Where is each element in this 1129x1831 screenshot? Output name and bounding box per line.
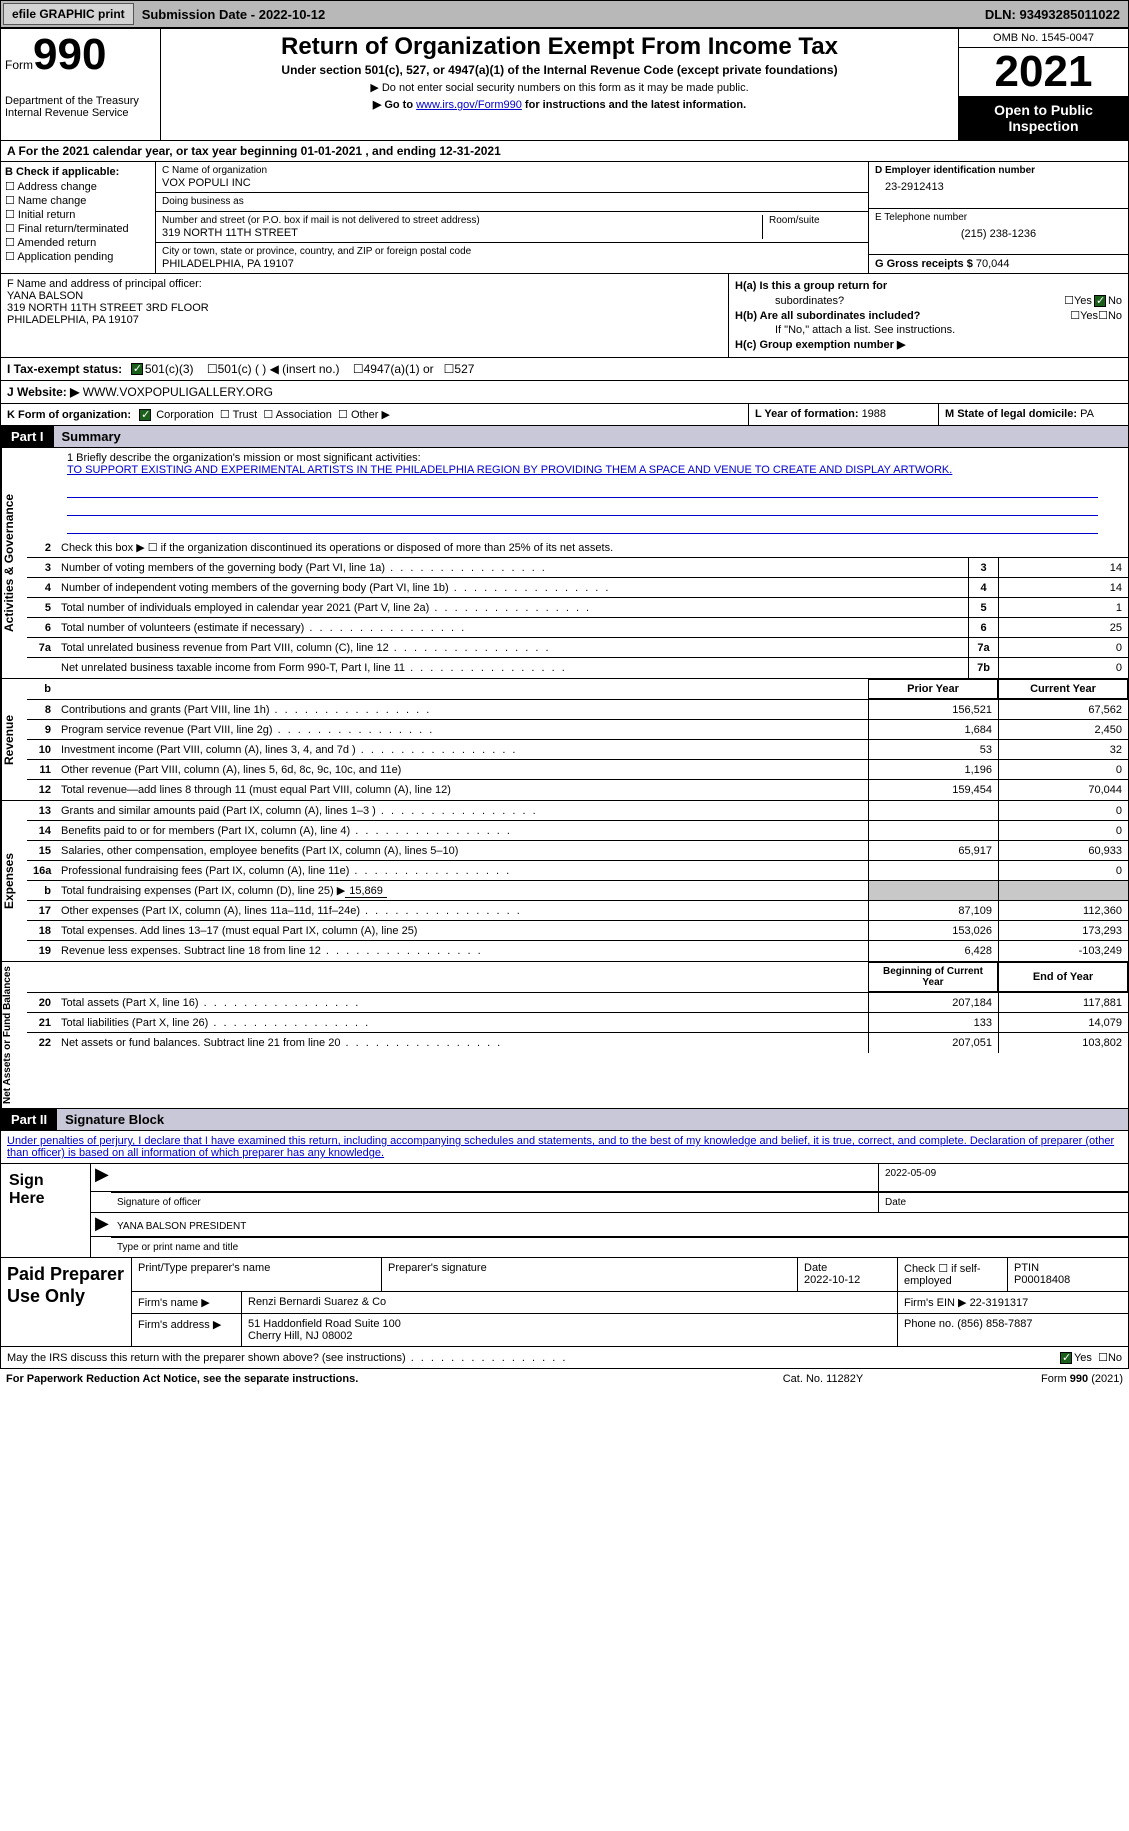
mission-label: 1 Briefly describe the organization's mi… (67, 452, 1120, 464)
chk-501c3[interactable] (131, 363, 143, 375)
vtab-expenses: Expenses (1, 801, 27, 961)
form-title: Return of Organization Exempt From Incom… (165, 33, 954, 61)
form-header: Form990 Department of the Treasury Inter… (0, 28, 1129, 141)
gross-receipts-cell: G Gross receipts $ 70,044 (869, 255, 1128, 273)
dept-treasury: Department of the Treasury (5, 95, 156, 107)
ha-no-checked[interactable] (1094, 295, 1106, 307)
officer-name: YANA BALSON (7, 290, 722, 302)
ein-cell: D Employer identification number23-29124… (869, 162, 1128, 209)
irs-label: Internal Revenue Service (5, 107, 156, 119)
form-label: Form (5, 58, 33, 72)
hb-yes[interactable]: ☐Yes (1070, 309, 1098, 322)
ha-yes[interactable]: ☐Yes (1064, 294, 1092, 307)
officer-addr1: 319 NORTH 11TH STREET 3RD FLOOR (7, 302, 722, 314)
discuss-yes[interactable] (1060, 1352, 1072, 1364)
top-toolbar: efile GRAPHIC print Submission Date - 20… (0, 0, 1129, 28)
line-k-l-m: K Form of organization: Corporation ☐ Tr… (0, 404, 1129, 426)
dba-cell: Doing business as (156, 193, 868, 212)
officer-addr2: PHILADELPHIA, PA 19107 (7, 314, 722, 326)
part-ii-header: Part IISignature Block (0, 1109, 1129, 1131)
line-j-website: J Website: ▶ WWW.VOXPOPULIGALLERY.ORG (0, 381, 1129, 404)
chk-name-change[interactable]: ☐ Name change (5, 194, 151, 207)
officer-label: F Name and address of principal officer: (7, 278, 722, 290)
tax-year: 2021 (959, 48, 1128, 96)
dln-label: DLN: 93493285011022 (977, 4, 1128, 25)
submission-date-label: Submission Date - 2022-10-12 (136, 4, 332, 25)
expenses-block: Expenses 13Grants and similar amounts pa… (0, 801, 1129, 962)
chk-amended[interactable]: ☐ Amended return (5, 236, 151, 249)
line-a-tax-year: A For the 2021 calendar year, or tax yea… (0, 141, 1129, 162)
irs-link[interactable]: www.irs.gov/Form990 (416, 99, 522, 111)
vtab-activities: Activities & Governance (1, 448, 27, 678)
sign-here-block: Sign Here ▶2022-05-09 Signature of offic… (0, 1164, 1129, 1258)
paid-preparer-block: Paid Preparer Use Only Print/Type prepar… (0, 1258, 1129, 1347)
phone-cell: E Telephone number(215) 238-1236 (869, 209, 1128, 256)
chk-app-pending[interactable]: ☐ Application pending (5, 250, 151, 263)
line-i-tax-exempt: I Tax-exempt status: 501(c)(3) ☐ 501(c) … (0, 358, 1129, 381)
discuss-no[interactable]: ☐ (1098, 1351, 1108, 1364)
net-assets-block: Net Assets or Fund Balances Beginning of… (0, 962, 1129, 1109)
ssn-note: ▶ Do not enter social security numbers o… (165, 81, 954, 94)
chk-initial-return[interactable]: ☐ Initial return (5, 208, 151, 221)
section-b-through-g: B Check if applicable: ☐ Address change … (0, 162, 1129, 274)
chk-corp[interactable] (139, 409, 151, 421)
open-to-public: Open to PublicInspection (959, 96, 1128, 140)
mission-text: TO SUPPORT EXISTING AND EXPERIMENTAL ART… (67, 464, 1120, 476)
activities-governance-block: Activities & Governance 1 Briefly descri… (0, 448, 1129, 679)
goto-note: ▶ Go to www.irs.gov/Form990 for instruct… (165, 98, 954, 111)
form-subtitle: Under section 501(c), 527, or 4947(a)(1)… (165, 63, 954, 77)
irs-discuss-row: May the IRS discuss this return with the… (0, 1347, 1129, 1369)
chk-address-change[interactable]: ☐ Address change (5, 180, 151, 193)
page-footer: For Paperwork Reduction Act Notice, see … (0, 1369, 1129, 1389)
col-b-checkboxes: B Check if applicable: ☐ Address change … (1, 162, 156, 273)
vtab-net-assets: Net Assets or Fund Balances (1, 962, 27, 1108)
vtab-revenue: Revenue (1, 679, 27, 800)
chk-final-return[interactable]: ☐ Final return/terminated (5, 222, 151, 235)
hb-no[interactable]: ☐No (1098, 309, 1122, 322)
omb-number: OMB No. 1545-0047 (959, 29, 1128, 48)
efile-print-button[interactable]: efile GRAPHIC print (3, 3, 134, 25)
revenue-block: Revenue bPrior YearCurrent Year 8Contrib… (0, 679, 1129, 801)
perjury-declaration: Under penalties of perjury, I declare th… (0, 1131, 1129, 1164)
street-cell: Number and street (or P.O. box if mail i… (156, 212, 868, 243)
form-number: 990 (33, 30, 106, 79)
section-f-h: F Name and address of principal officer:… (0, 274, 1129, 358)
org-name-cell: C Name of organizationVOX POPULI INC (156, 162, 868, 193)
part-i-header: Part ISummary (0, 426, 1129, 448)
city-cell: City or town, state or province, country… (156, 243, 868, 273)
